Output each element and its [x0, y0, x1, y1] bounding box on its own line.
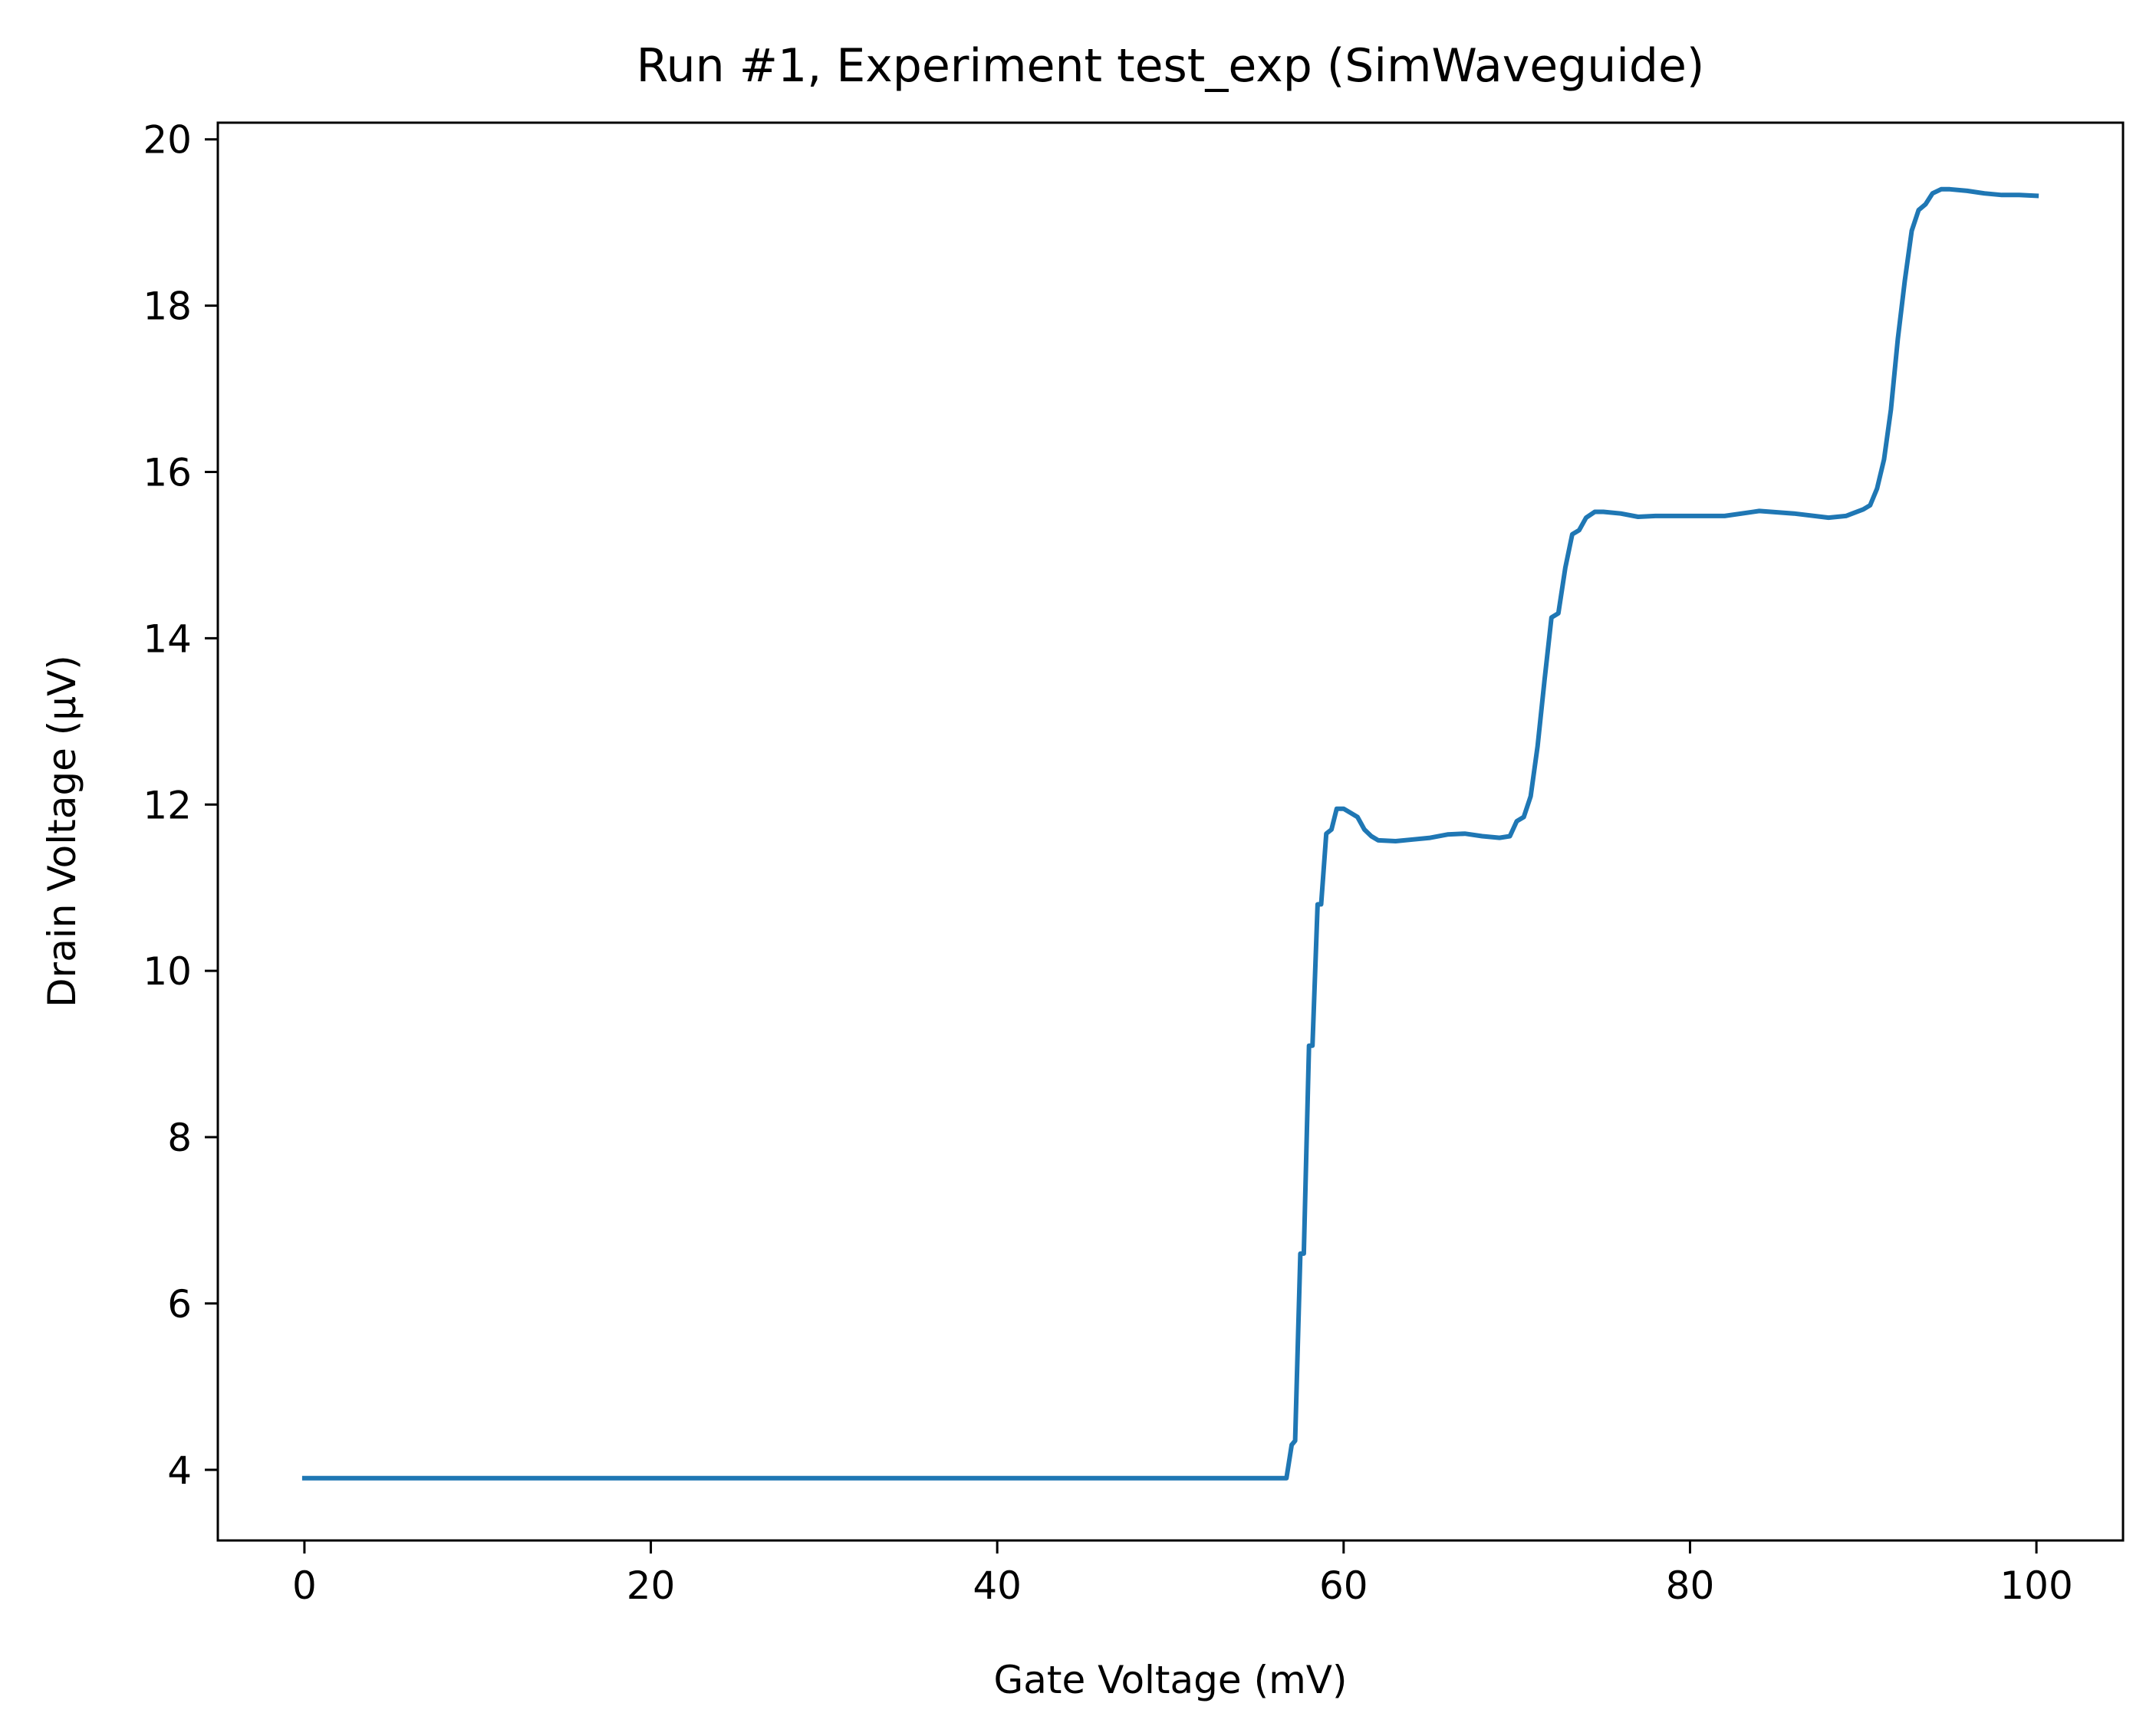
x-tick-label: 80 — [1666, 1563, 1715, 1608]
x-tick-label: 40 — [973, 1563, 1022, 1608]
y-tick-label: 16 — [143, 450, 192, 495]
x-tick-label: 60 — [1319, 1563, 1368, 1608]
y-tick-label: 4 — [167, 1448, 192, 1493]
x-tick-label: 100 — [2000, 1563, 2072, 1608]
y-tick-label: 12 — [143, 783, 192, 827]
y-tick-label: 14 — [143, 616, 192, 661]
chart-title: Run #1, Experiment test_exp (SimWaveguid… — [637, 39, 1705, 93]
y-tick-label: 6 — [167, 1282, 192, 1327]
x-tick-label: 0 — [292, 1563, 317, 1608]
series-line — [301, 186, 2039, 1481]
y-tick-label: 18 — [143, 284, 192, 329]
y-axis-label: Drain Voltage (μV) — [40, 655, 84, 1008]
y-tick-label: 10 — [143, 949, 192, 994]
y-tick-label: 8 — [167, 1116, 192, 1160]
x-axis-label: Gate Voltage (mV) — [993, 1658, 1347, 1702]
y-tick-label: 20 — [143, 118, 192, 163]
plot-area — [216, 121, 2125, 1542]
y-axis: 4 6 8 10 12 14 16 18 20 — [143, 118, 218, 1493]
x-axis: 0 20 40 60 80 100 — [292, 1540, 2073, 1608]
x-tick-label: 20 — [627, 1563, 676, 1608]
